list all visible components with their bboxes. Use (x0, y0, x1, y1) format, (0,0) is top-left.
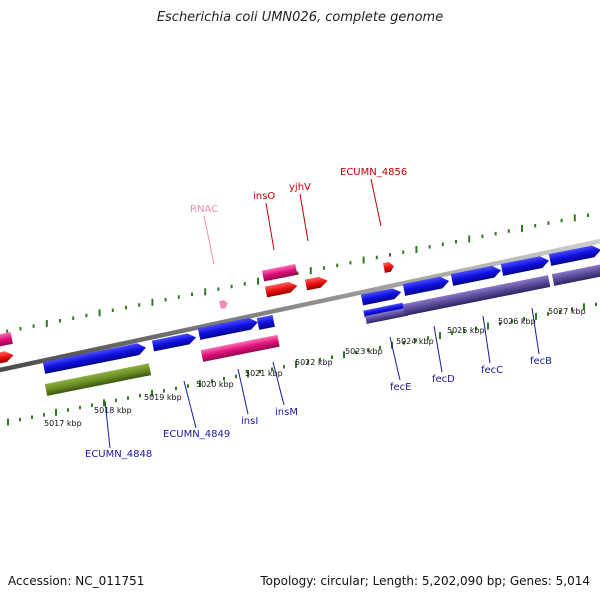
rna-feature (264, 281, 298, 298)
gene-leader-line (389, 336, 401, 381)
gene-leader-line (531, 307, 540, 355)
reverse-gene (200, 334, 280, 362)
reverse-gene (0, 331, 13, 347)
inner-tick-track (7, 302, 597, 426)
forward-gene (197, 317, 258, 340)
gene-leader-line (203, 215, 215, 265)
olive-block (44, 363, 152, 396)
forward-gene (402, 276, 450, 296)
forward-gene (548, 245, 600, 266)
topology-text: Topology: circular; Length: 5,202,090 bp… (260, 574, 590, 588)
map-title: Escherichia coli UMN026, complete genome (156, 10, 444, 25)
genome-backbone (0, 238, 600, 373)
gene-leader-line (183, 380, 197, 429)
purple-block (402, 275, 551, 316)
kbp-tick-label: 5019 kbp (144, 393, 182, 402)
kbp-scale-labels: 5017 kbp 5018 kbp 5019 kbp 5020 kbp 5021 kbp… (44, 307, 586, 428)
forward-gene (363, 302, 404, 318)
kbp-tick-label: 5020 kbp (196, 380, 234, 389)
accession-text: Accession: NC_011751 (8, 574, 145, 588)
forward-gene (360, 288, 402, 306)
gene-label-ecumn_4848: ECUMN_4848 (85, 449, 152, 460)
gene-leader-line (433, 325, 443, 373)
kbp-tick-label: 5027 kbp (548, 307, 586, 316)
gene-label-fecd: fecD (432, 374, 455, 385)
kbp-tick-label: 5025 kbp (447, 326, 485, 335)
reverse-gene (261, 263, 298, 282)
kbp-tick-label: 5017 kbp (44, 419, 82, 428)
gene-label-insm: insM (275, 407, 298, 418)
forward-gene (500, 256, 550, 276)
gene-labels: ECUMN_4848 ECUMN_4849 insI insM fecE fecD fecC… (85, 167, 552, 460)
gene-leader-line (482, 315, 491, 364)
gene-leader-line (265, 202, 275, 251)
gene-label-fecc: fecC (481, 365, 503, 376)
kbp-tick-label: 5026 kbp (498, 317, 536, 326)
rna-feature (0, 351, 14, 365)
backbone-line (0, 238, 600, 373)
forward-gene (151, 333, 197, 352)
gene-label-fecb: fecB (530, 356, 552, 367)
feature-track (0, 245, 600, 396)
kbp-tick-label: 5024 kbp (396, 337, 434, 346)
gene-leader-line (104, 400, 111, 449)
gene-label-yjhv: yjhV (289, 182, 311, 193)
forward-gene (450, 265, 502, 286)
rna-feature (383, 261, 394, 273)
gene-leader-line (272, 361, 285, 406)
rna-feature (304, 276, 328, 291)
rna-feature (219, 300, 228, 309)
gene-label-rnac: RNAC (190, 204, 218, 215)
purple-block (551, 263, 600, 286)
kbp-tick-label: 5021 kbp (245, 369, 283, 378)
kbp-tick-label: 5022 kbp (295, 358, 333, 367)
forward-gene (42, 343, 146, 374)
purple-block (365, 307, 408, 324)
gene-label-inso: insO (253, 191, 275, 202)
gene-label-ecumn_4849: ECUMN_4849 (163, 429, 230, 440)
gene-label-insi: insI (241, 416, 258, 427)
gene-label-fece: fecE (390, 382, 412, 393)
gene-leader-line (370, 178, 382, 227)
gene-label-ecumn_4856: ECUMN_4856 (340, 167, 407, 178)
gene-leader-line (237, 368, 249, 415)
kbp-tick-label: 5018 kbp (94, 406, 132, 415)
gene-leader-line (299, 193, 309, 242)
kbp-tick-label: 5023 kbp (345, 347, 383, 356)
forward-gene (256, 314, 275, 330)
